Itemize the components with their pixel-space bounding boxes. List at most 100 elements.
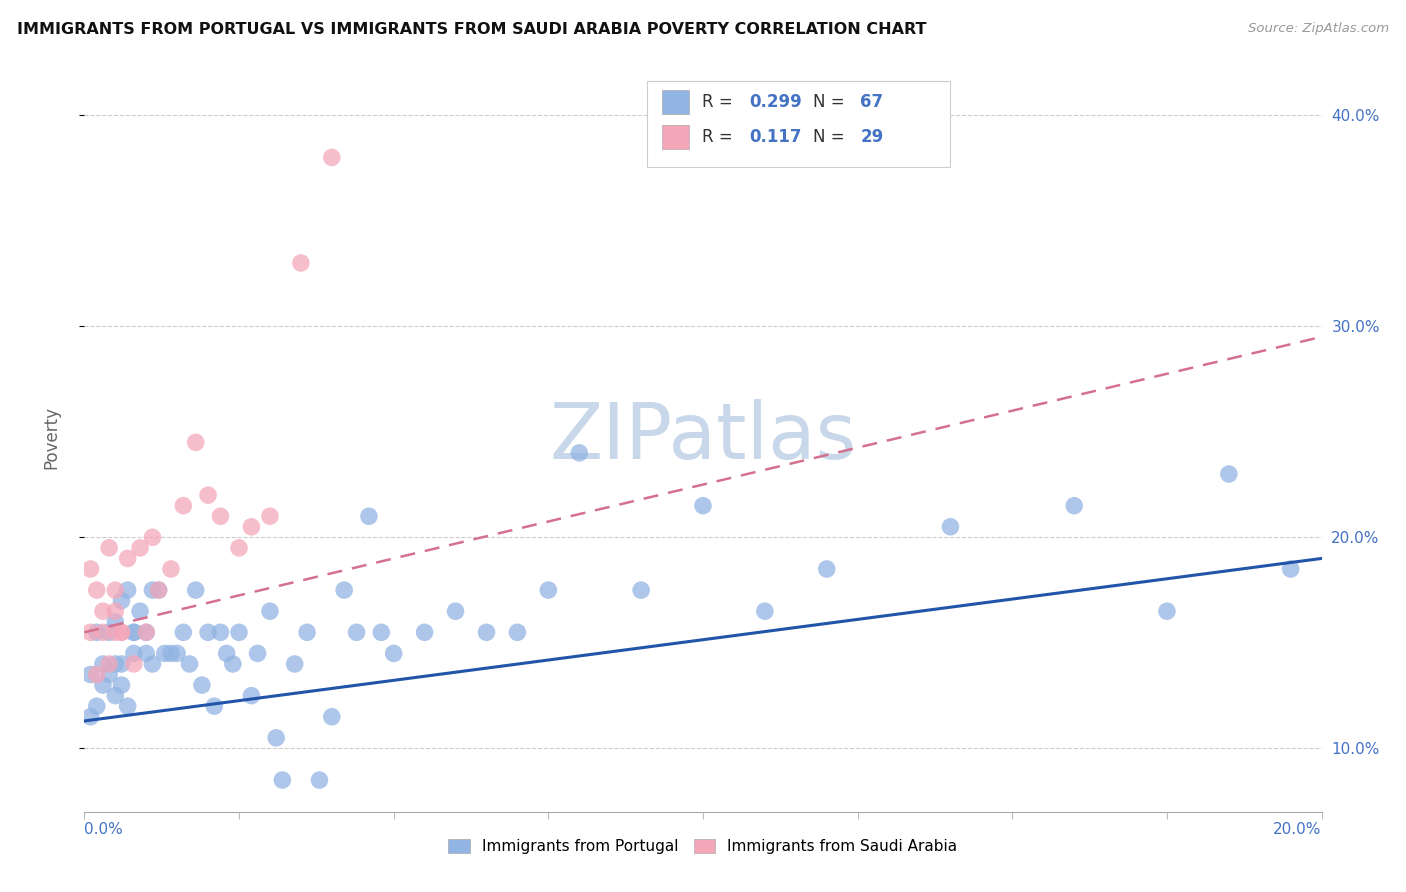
Point — [110, 593, 132, 607]
Point — [86, 583, 108, 598]
Point — [86, 699, 108, 714]
Text: 67: 67 — [860, 93, 883, 112]
Point — [91, 657, 114, 671]
Point — [754, 604, 776, 618]
Point — [104, 657, 127, 671]
Text: N =: N = — [813, 93, 851, 112]
Point — [1279, 562, 1302, 576]
Point — [692, 499, 714, 513]
Point — [475, 625, 498, 640]
Point — [110, 625, 132, 640]
Point — [148, 583, 170, 598]
Point — [209, 625, 232, 640]
Point — [135, 625, 157, 640]
Y-axis label: Poverty: Poverty — [42, 406, 60, 468]
Point — [98, 625, 121, 640]
Point — [104, 689, 127, 703]
Point — [815, 562, 838, 576]
Point — [308, 773, 330, 788]
Point — [290, 256, 312, 270]
Text: Source: ZipAtlas.com: Source: ZipAtlas.com — [1249, 22, 1389, 36]
Point — [939, 520, 962, 534]
Point — [117, 551, 139, 566]
Point — [209, 509, 232, 524]
Point — [117, 699, 139, 714]
Point — [104, 615, 127, 629]
Text: 20.0%: 20.0% — [1274, 822, 1322, 838]
Point — [1063, 499, 1085, 513]
Point — [129, 604, 152, 618]
Point — [135, 625, 157, 640]
Point — [122, 625, 145, 640]
Point — [259, 604, 281, 618]
Point — [86, 667, 108, 681]
Point — [91, 678, 114, 692]
Point — [98, 541, 121, 555]
Point — [568, 446, 591, 460]
Point — [91, 604, 114, 618]
Point — [444, 604, 467, 618]
Point — [179, 657, 201, 671]
Legend: Immigrants from Portugal, Immigrants from Saudi Arabia: Immigrants from Portugal, Immigrants fro… — [443, 832, 963, 860]
FancyBboxPatch shape — [647, 81, 950, 168]
Point — [202, 699, 225, 714]
Point — [240, 520, 263, 534]
Point — [346, 625, 368, 640]
Point — [79, 625, 101, 640]
Point — [191, 678, 214, 692]
Point — [271, 773, 294, 788]
Point — [117, 583, 139, 598]
Point — [215, 647, 238, 661]
Point — [104, 604, 127, 618]
Text: ZIPatlas: ZIPatlas — [550, 399, 856, 475]
Point — [104, 583, 127, 598]
Point — [222, 657, 245, 671]
Text: R =: R = — [702, 93, 738, 112]
Point — [259, 509, 281, 524]
Point — [284, 657, 307, 671]
Point — [135, 647, 157, 661]
Point — [122, 647, 145, 661]
Point — [141, 530, 163, 544]
Point — [295, 625, 318, 640]
Point — [166, 647, 188, 661]
Point — [129, 541, 152, 555]
Point — [184, 435, 207, 450]
Point — [357, 509, 380, 524]
Point — [148, 583, 170, 598]
Point — [264, 731, 287, 745]
Point — [1156, 604, 1178, 618]
Point — [98, 657, 121, 671]
Bar — [662, 126, 689, 149]
Point — [110, 678, 132, 692]
Point — [91, 625, 114, 640]
Point — [197, 625, 219, 640]
Text: 0.117: 0.117 — [749, 128, 801, 146]
Point — [228, 541, 250, 555]
Text: 29: 29 — [860, 128, 883, 146]
Point — [160, 562, 183, 576]
Point — [79, 667, 101, 681]
Text: R =: R = — [702, 128, 742, 146]
Point — [246, 647, 269, 661]
Point — [141, 583, 163, 598]
Point — [172, 625, 194, 640]
Point — [110, 657, 132, 671]
Point — [370, 625, 392, 640]
Point — [321, 710, 343, 724]
Text: IMMIGRANTS FROM PORTUGAL VS IMMIGRANTS FROM SAUDI ARABIA POVERTY CORRELATION CHA: IMMIGRANTS FROM PORTUGAL VS IMMIGRANTS F… — [17, 22, 927, 37]
Point — [382, 647, 405, 661]
Point — [98, 667, 121, 681]
Point — [1218, 467, 1240, 481]
Point — [537, 583, 560, 598]
Point — [122, 657, 145, 671]
Point — [153, 647, 176, 661]
Point — [160, 647, 183, 661]
Bar — [662, 90, 689, 114]
Point — [197, 488, 219, 502]
Text: N =: N = — [813, 128, 851, 146]
Point — [506, 625, 529, 640]
Point — [141, 657, 163, 671]
Point — [172, 499, 194, 513]
Point — [413, 625, 436, 640]
